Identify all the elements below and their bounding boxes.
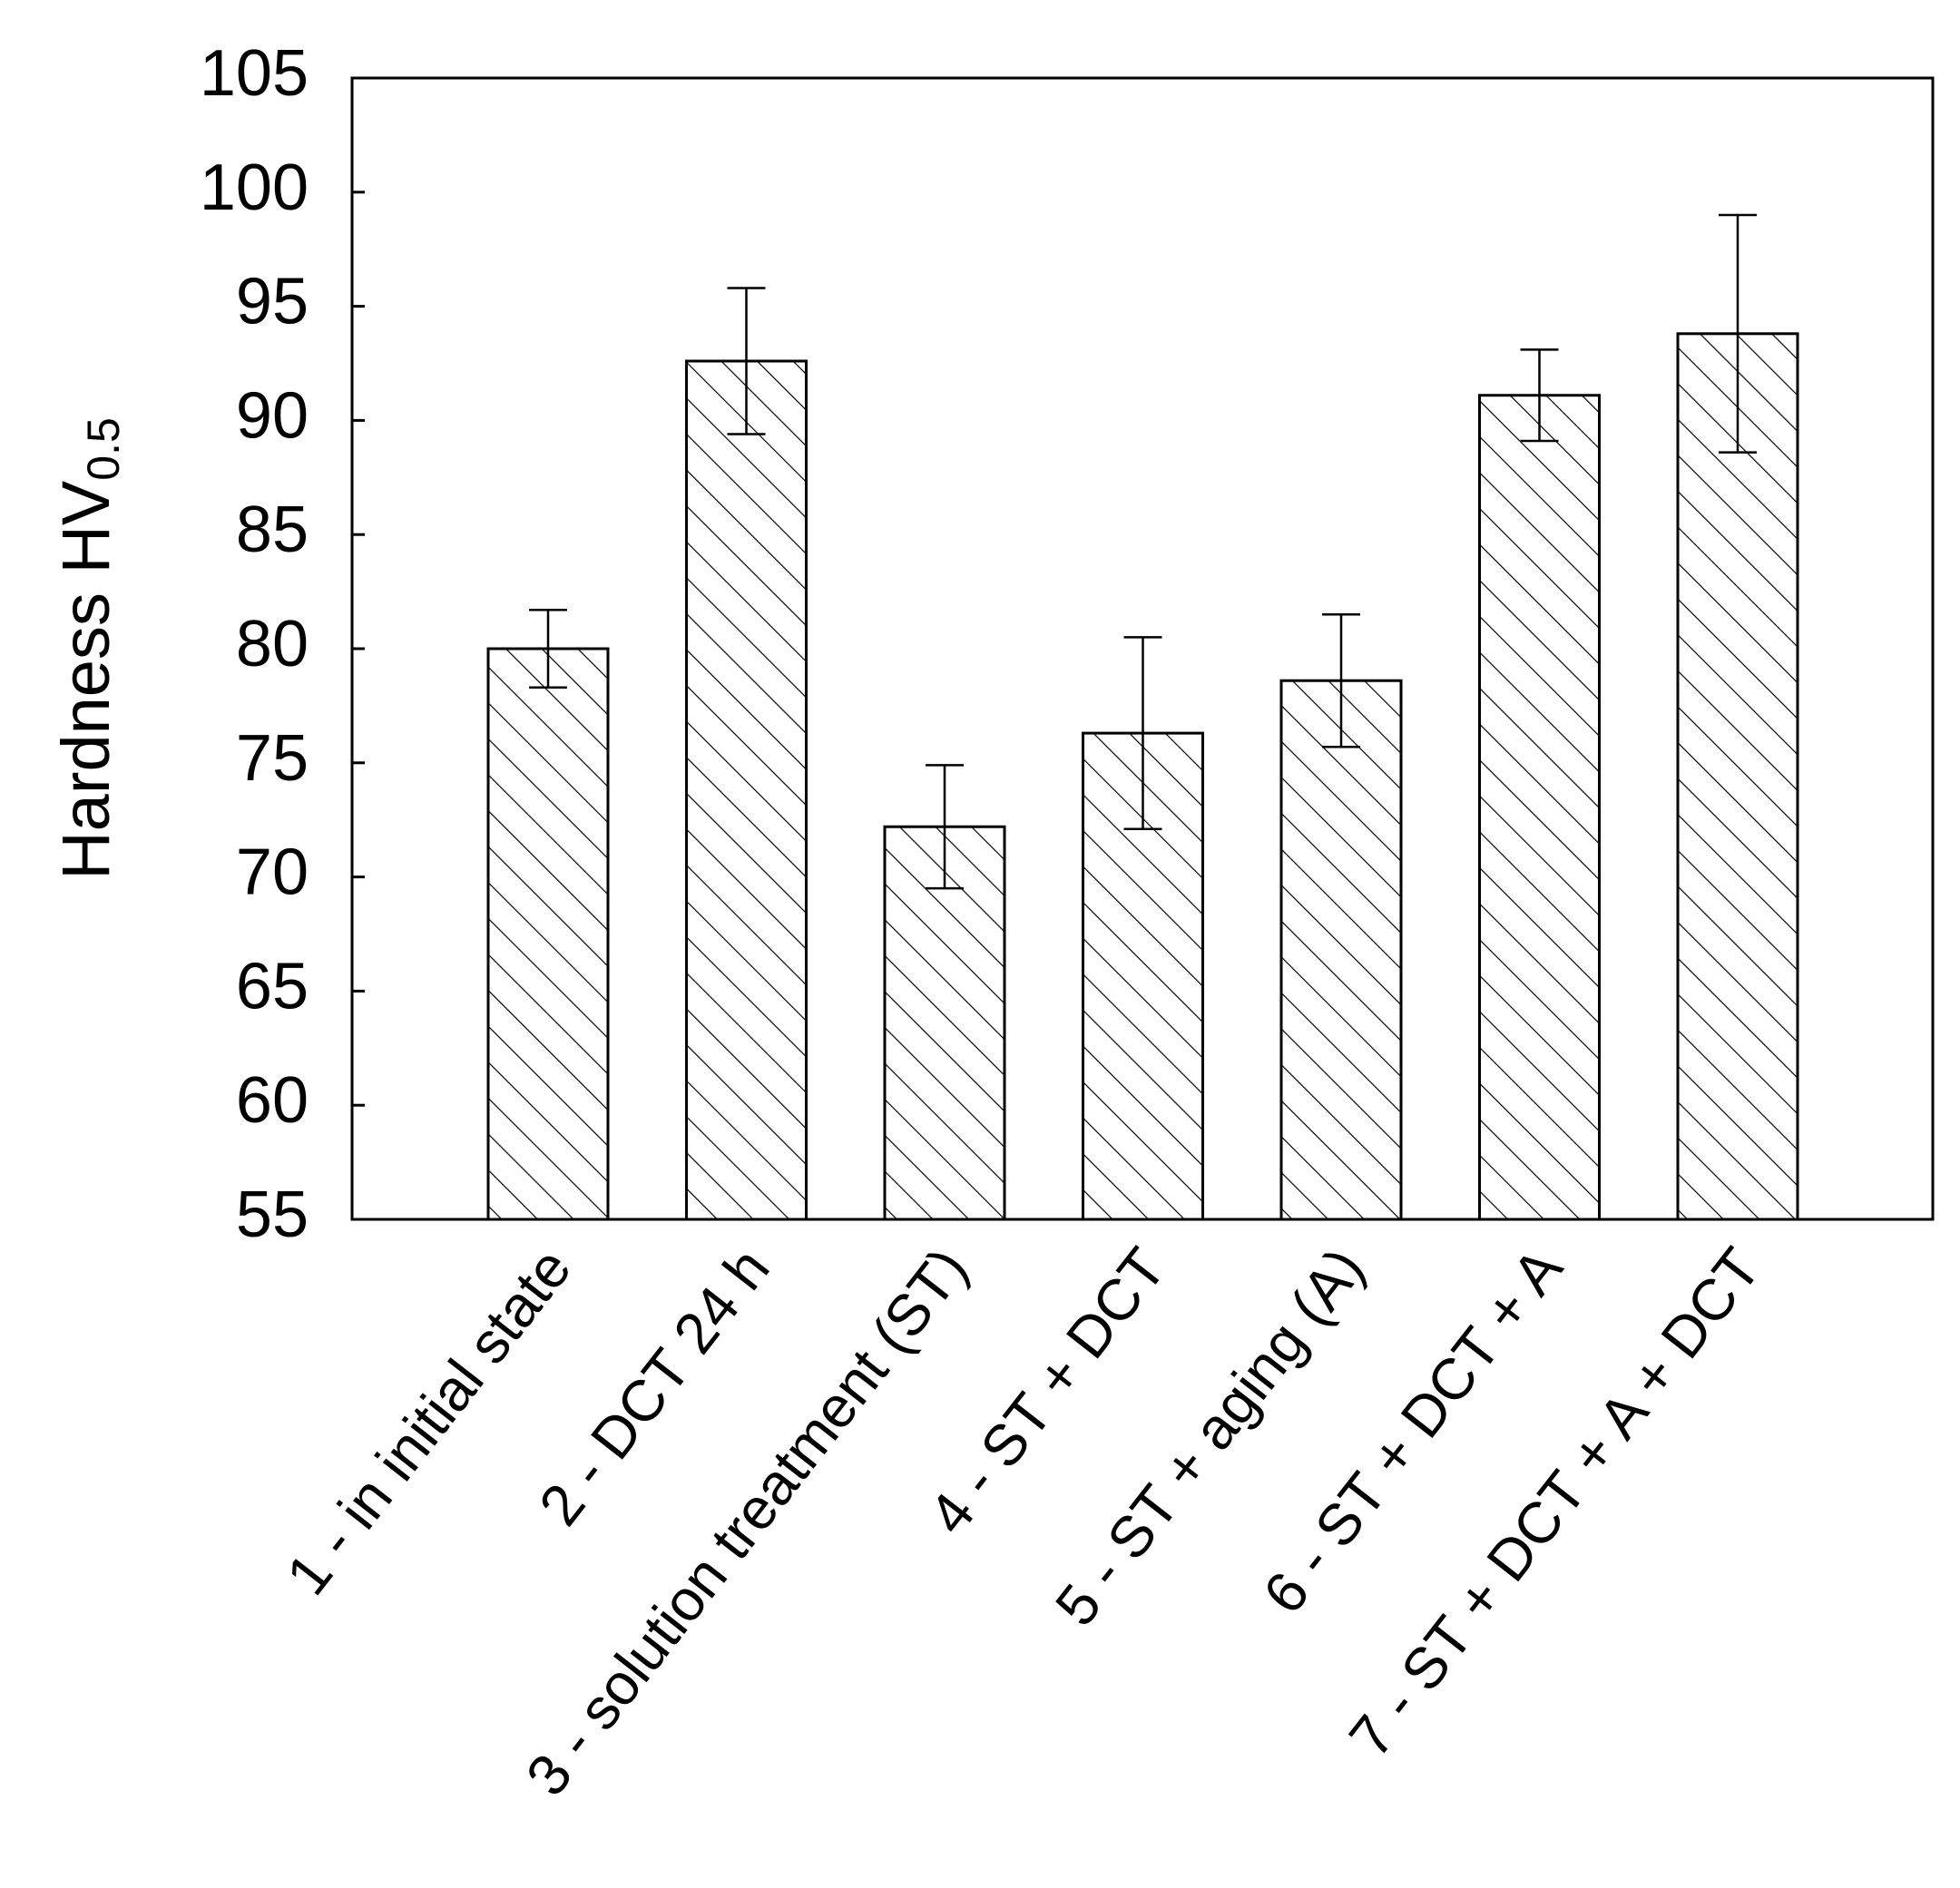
y-tick-label-65: 65 (236, 950, 309, 1022)
y-tick-label-75: 75 (236, 722, 309, 795)
y-axis-title: Hardness HV0.5 (48, 417, 130, 880)
error-bar-7 (1719, 213, 1757, 454)
error-bar-6 (1520, 348, 1559, 443)
bar-1 (486, 647, 610, 1221)
error-bar-3 (926, 764, 964, 890)
category-label-7: 7 - ST + DCT + A + DCT (1337, 1236, 1773, 1769)
bar-2 (685, 359, 808, 1221)
y-axis: 55 60 65 70 75 80 85 90 95 100 105 (200, 37, 365, 1251)
category-label-1: 1 - in initial state (274, 1236, 583, 1607)
bar-6 (1478, 394, 1601, 1221)
y-tick-label-105: 105 (200, 37, 309, 110)
y-axis-title-subscript: 0.5 (78, 417, 129, 481)
y-tick-label-85: 85 (236, 494, 309, 566)
bars-layer (486, 332, 1799, 1221)
error-bar-4 (1123, 636, 1162, 831)
y-tick-label-80: 80 (236, 608, 309, 680)
y-tick-label-70: 70 (236, 836, 309, 909)
bar-7 (1676, 332, 1799, 1221)
error-bars-layer (529, 213, 1757, 890)
y-tick-label-100: 100 (200, 152, 309, 224)
y-axis-title-main: Hardness HV (48, 480, 123, 880)
error-bar-5 (1322, 613, 1360, 748)
bar-5 (1279, 679, 1403, 1221)
error-bar-1 (529, 608, 567, 690)
y-tick-label-55: 55 (236, 1179, 309, 1251)
y-tick-label-95: 95 (236, 266, 309, 338)
error-bar-2 (727, 287, 766, 435)
y-tick-label-90: 90 (236, 379, 309, 452)
y-tick-label-60: 60 (236, 1064, 309, 1137)
